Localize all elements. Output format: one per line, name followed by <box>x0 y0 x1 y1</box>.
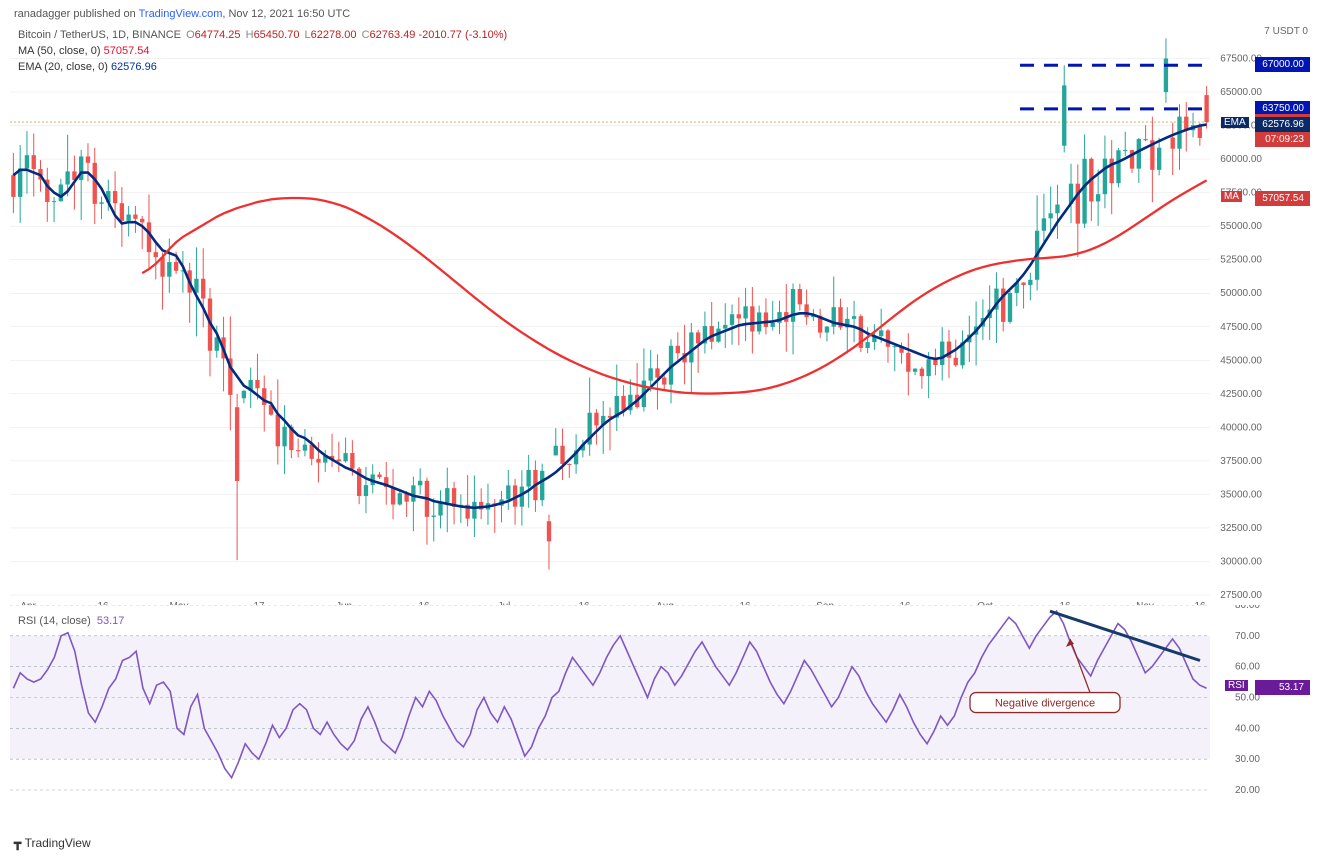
svg-text:Negative divergence: Negative divergence <box>995 698 1095 710</box>
svg-text:30000.00: 30000.00 <box>1220 556 1262 567</box>
svg-text:70.00: 70.00 <box>1235 631 1260 642</box>
svg-text:45000.00: 45000.00 <box>1220 355 1262 366</box>
svg-text:32500.00: 32500.00 <box>1220 523 1262 534</box>
publish-header: ranadagger published on TradingView.com,… <box>14 8 350 20</box>
svg-text:65000.00: 65000.00 <box>1220 87 1262 98</box>
svg-text:35000.00: 35000.00 <box>1220 489 1262 500</box>
author: ranadagger <box>14 8 70 20</box>
svg-text:37500.00: 37500.00 <box>1220 456 1262 467</box>
svg-text:20.00: 20.00 <box>1235 785 1260 796</box>
svg-text:60.00: 60.00 <box>1235 662 1260 673</box>
rsi-chart[interactable]: 20.0030.0040.0050.0060.0070.0080.00Negat… <box>10 605 1300 800</box>
site-link[interactable]: TradingView.com <box>139 8 223 20</box>
svg-text:47500.00: 47500.00 <box>1220 322 1262 333</box>
price-axis-label: EMA62576.96 <box>1255 117 1310 132</box>
svg-text:40000.00: 40000.00 <box>1220 422 1262 433</box>
svg-text:40.00: 40.00 <box>1235 723 1260 734</box>
svg-text:30.00: 30.00 <box>1235 754 1260 765</box>
publish-time: Nov 12, 2021 16:50 UTC <box>228 8 350 20</box>
price-axis-label: 07:09:23 <box>1255 132 1310 147</box>
svg-text:60000.00: 60000.00 <box>1220 154 1262 165</box>
svg-text:52500.00: 52500.00 <box>1220 255 1262 266</box>
svg-text:80.00: 80.00 <box>1235 605 1260 611</box>
price-axis-label: MA57057.54 <box>1255 191 1310 206</box>
price-chart[interactable]: 27500.00 30000.00 32500.00 35000.00 37500.00… <box>10 25 1300 605</box>
svg-text:42500.00: 42500.00 <box>1220 389 1262 400</box>
tradingview-logo[interactable]: ┳ TradingView <box>14 836 91 850</box>
svg-text:55000.00: 55000.00 <box>1220 221 1262 232</box>
price-axis-label: 67000.00 <box>1255 57 1310 72</box>
svg-text:50000.00: 50000.00 <box>1220 288 1262 299</box>
rsi-axis-label: RSI53.17 <box>1255 680 1310 695</box>
svg-text:27500.00: 27500.00 <box>1220 590 1262 601</box>
rsi-title: RSI (14, close) 53.17 <box>18 615 124 627</box>
